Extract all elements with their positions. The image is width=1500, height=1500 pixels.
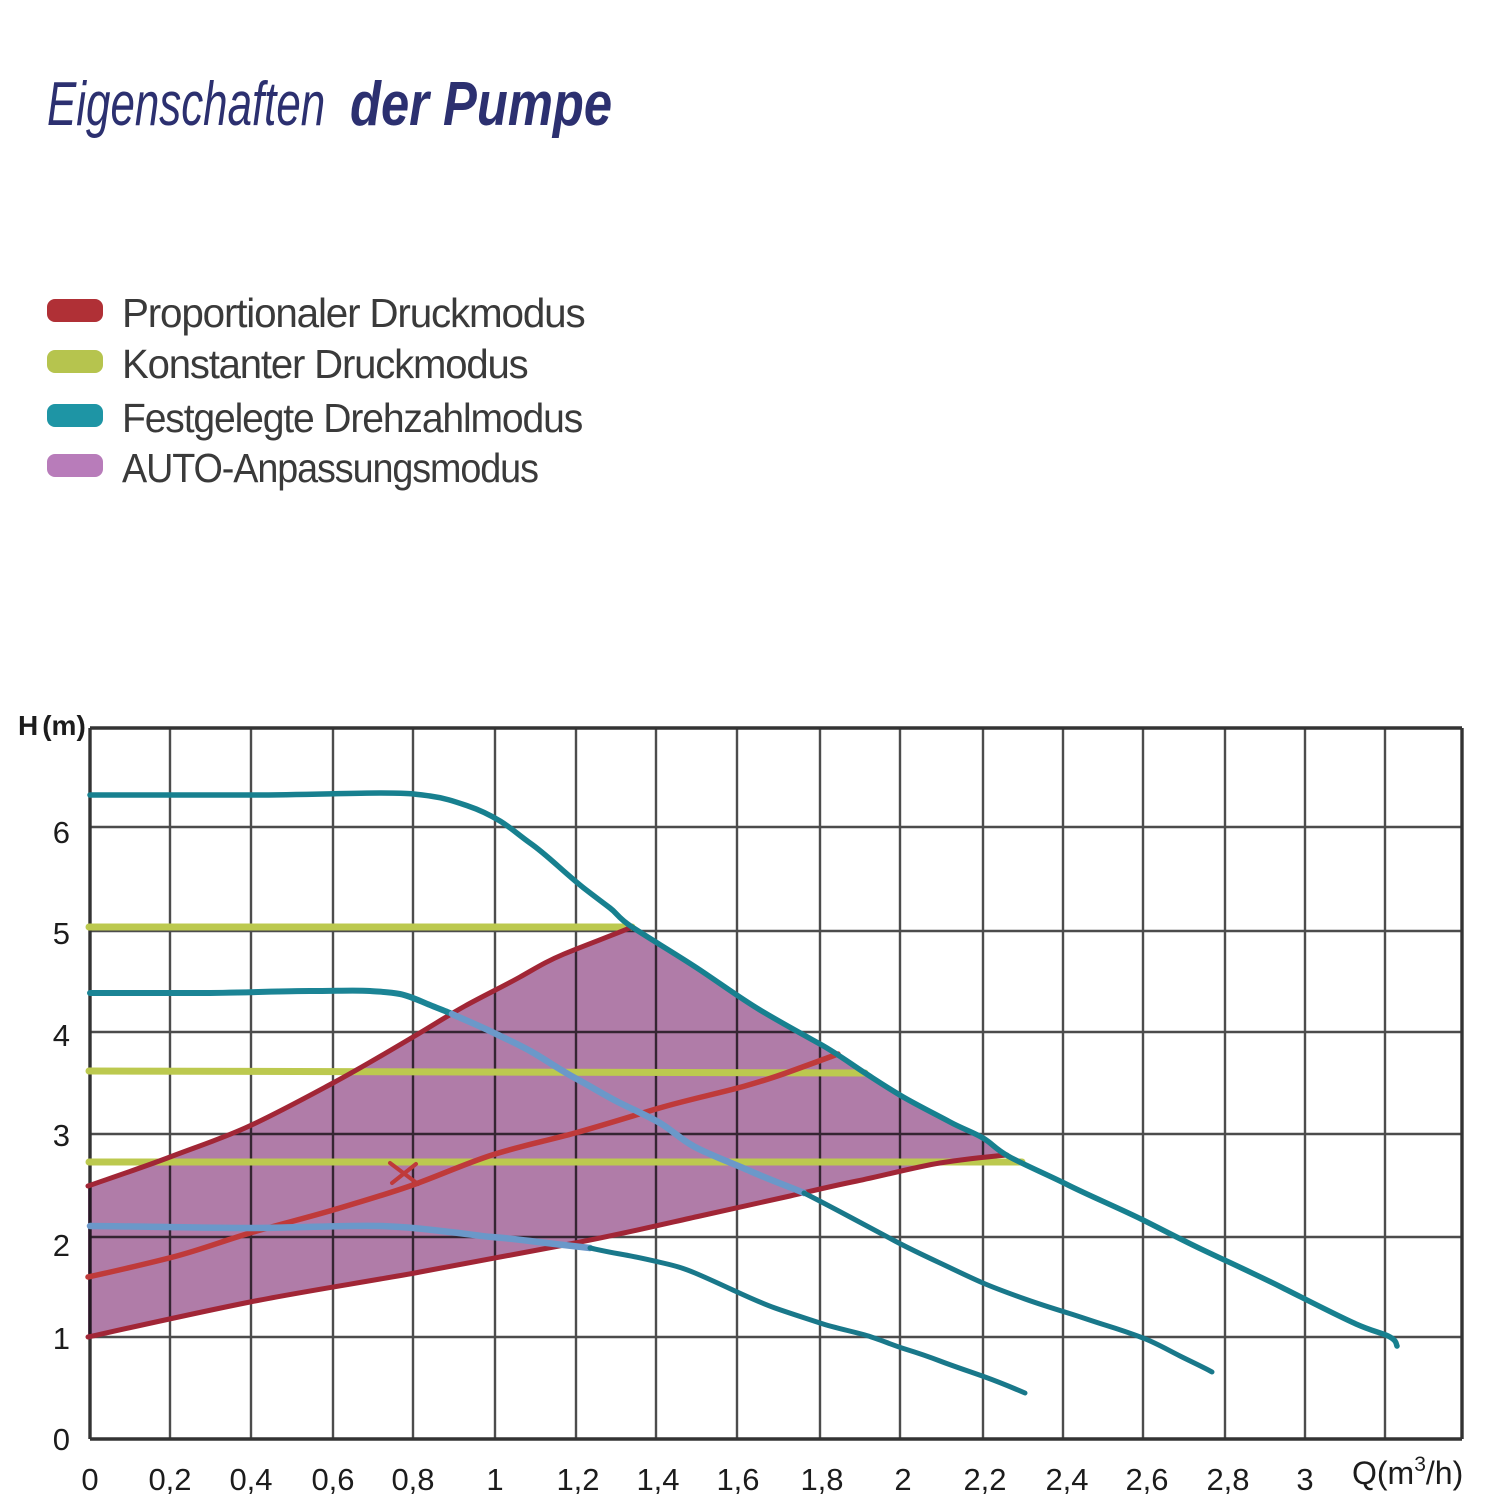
svg-text:3: 3 xyxy=(53,1118,70,1153)
svg-text:5: 5 xyxy=(53,916,70,951)
svg-text:2,2: 2,2 xyxy=(963,1462,1006,1497)
svg-text:1,8: 1,8 xyxy=(800,1462,843,1497)
svg-text:1,2: 1,2 xyxy=(556,1462,599,1497)
svg-text:0,8: 0,8 xyxy=(391,1462,434,1497)
svg-text:H(m): H (m) xyxy=(18,710,86,741)
svg-text:2,8: 2,8 xyxy=(1206,1462,1249,1497)
svg-text:4: 4 xyxy=(53,1018,70,1053)
svg-text:2: 2 xyxy=(53,1228,70,1263)
svg-text:2,6: 2,6 xyxy=(1125,1462,1168,1497)
svg-text:1,6: 1,6 xyxy=(716,1462,759,1497)
svg-text:0,6: 0,6 xyxy=(311,1462,354,1497)
svg-text:1: 1 xyxy=(53,1321,70,1356)
svg-text:0,4: 0,4 xyxy=(229,1462,272,1497)
svg-text:0: 0 xyxy=(81,1462,98,1497)
svg-text:2: 2 xyxy=(894,1462,911,1497)
svg-text:3: 3 xyxy=(1296,1462,1313,1497)
svg-text:0: 0 xyxy=(53,1422,70,1457)
svg-text:1: 1 xyxy=(486,1462,503,1497)
svg-text:0,2: 0,2 xyxy=(148,1462,191,1497)
svg-text:Q(m3/h): Q(m3/h) xyxy=(1352,1453,1463,1491)
svg-text:1,4: 1,4 xyxy=(636,1462,679,1497)
svg-text:2,4: 2,4 xyxy=(1045,1462,1088,1497)
svg-text:6: 6 xyxy=(53,815,70,850)
